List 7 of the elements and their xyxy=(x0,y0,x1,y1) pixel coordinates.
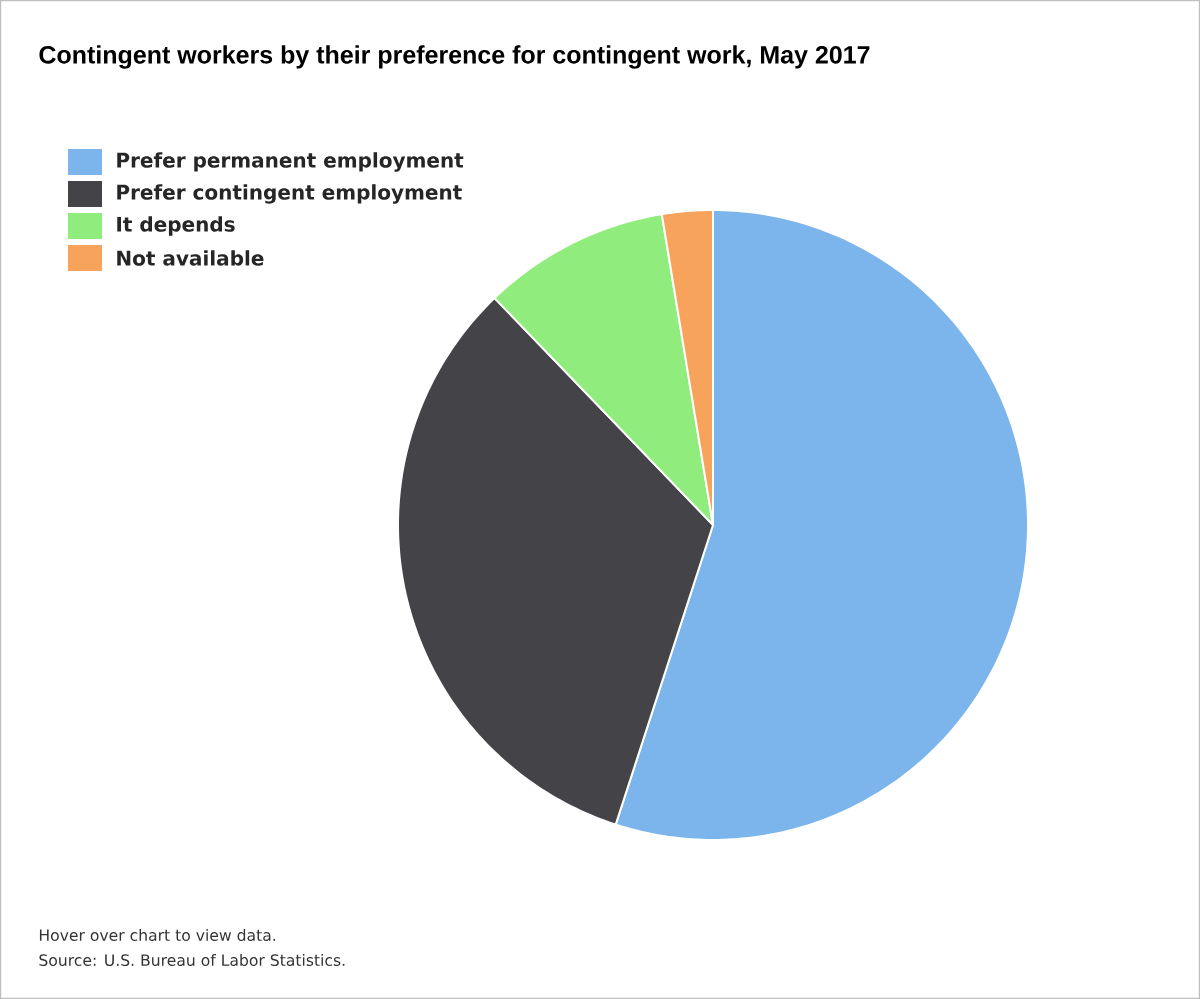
legend-label: It depends xyxy=(117,216,235,236)
source-note: Source: U.S. Bureau of Labor Statistics. xyxy=(39,953,345,967)
legend-label: Prefer contingent employment xyxy=(117,184,462,204)
legend-label: Not available xyxy=(117,250,264,266)
text: Hover over chart to view data. xyxy=(39,928,276,942)
chart-title: Contingent workers by their preference for contingent work, May 2017 xyxy=(39,45,870,69)
legend-label: Prefer permanent employment xyxy=(117,152,464,172)
